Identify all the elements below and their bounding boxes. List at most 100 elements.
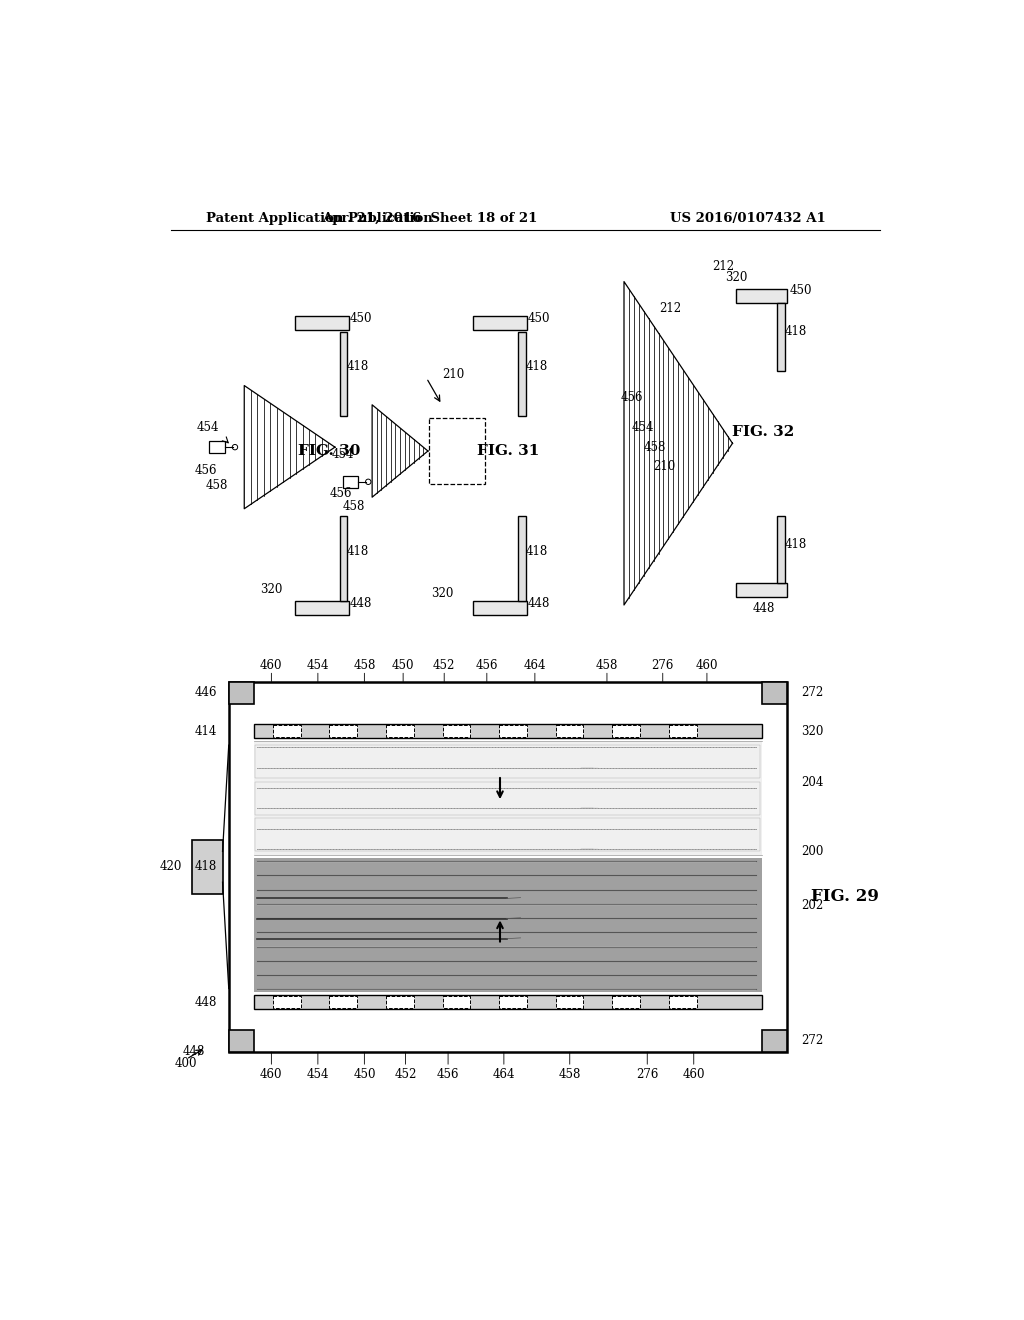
Text: 458: 458 xyxy=(644,441,667,454)
Text: 448: 448 xyxy=(349,597,372,610)
Bar xyxy=(191,840,222,894)
Text: 460: 460 xyxy=(260,1068,283,1081)
Text: 450: 450 xyxy=(392,659,415,672)
Bar xyxy=(762,1030,786,1052)
Bar xyxy=(330,725,357,738)
Bar xyxy=(255,781,761,814)
Text: Patent Application Publication: Patent Application Publication xyxy=(206,213,432,224)
Text: 458: 458 xyxy=(353,659,376,672)
Text: 452: 452 xyxy=(433,659,456,672)
Bar xyxy=(429,418,485,483)
Text: 448: 448 xyxy=(195,995,217,1008)
Bar xyxy=(473,601,527,615)
Bar xyxy=(612,997,640,1008)
Bar xyxy=(556,997,584,1008)
Text: 210: 210 xyxy=(442,367,465,380)
Text: 204: 204 xyxy=(801,776,823,789)
Bar xyxy=(254,742,762,855)
Text: 446: 446 xyxy=(195,686,217,700)
Bar xyxy=(340,331,347,416)
Bar xyxy=(255,818,761,851)
Text: 458: 458 xyxy=(206,479,228,492)
Text: 456: 456 xyxy=(195,463,217,477)
Text: 272: 272 xyxy=(801,1035,823,1047)
Text: 450: 450 xyxy=(353,1068,376,1081)
Bar xyxy=(669,725,696,738)
Bar xyxy=(777,516,785,583)
Text: 464: 464 xyxy=(493,1068,515,1081)
Text: 418: 418 xyxy=(785,539,807,552)
Text: 456: 456 xyxy=(437,1068,460,1081)
Bar xyxy=(273,997,301,1008)
Text: 454: 454 xyxy=(306,659,329,672)
Text: 454: 454 xyxy=(632,421,654,434)
Text: 212: 212 xyxy=(659,302,682,315)
Bar xyxy=(556,725,584,738)
Bar xyxy=(518,331,525,416)
Text: 414: 414 xyxy=(195,725,217,738)
Bar xyxy=(228,682,786,1052)
Text: 448: 448 xyxy=(182,1045,205,1059)
Text: 418: 418 xyxy=(785,325,807,338)
Bar xyxy=(254,995,762,1010)
Text: 202: 202 xyxy=(801,899,823,912)
Text: 418: 418 xyxy=(525,360,548,372)
Bar xyxy=(386,725,414,738)
Bar xyxy=(343,475,358,488)
Text: 456: 456 xyxy=(621,391,643,404)
Bar xyxy=(228,1030,254,1052)
Bar xyxy=(736,289,786,304)
Bar xyxy=(254,725,762,738)
Bar xyxy=(340,516,347,601)
Text: 456: 456 xyxy=(475,659,498,672)
Text: US 2016/0107432 A1: US 2016/0107432 A1 xyxy=(671,213,826,224)
Text: 276: 276 xyxy=(651,659,674,672)
Text: 210: 210 xyxy=(653,459,676,473)
Text: 460: 460 xyxy=(695,659,718,672)
Text: FIG. 30: FIG. 30 xyxy=(298,444,360,458)
Text: 460: 460 xyxy=(260,659,283,672)
Bar xyxy=(762,682,786,704)
Text: 452: 452 xyxy=(394,1068,417,1081)
Text: FIG. 29: FIG. 29 xyxy=(811,888,879,906)
Bar xyxy=(386,997,414,1008)
Bar xyxy=(442,997,470,1008)
Text: 464: 464 xyxy=(523,659,546,672)
Text: 320: 320 xyxy=(725,271,748,284)
Text: 418: 418 xyxy=(195,861,217,874)
Text: 450: 450 xyxy=(527,312,550,325)
Text: 454: 454 xyxy=(306,1068,329,1081)
Bar xyxy=(330,997,357,1008)
Bar xyxy=(442,725,470,738)
Text: 400: 400 xyxy=(175,1056,198,1069)
Text: 272: 272 xyxy=(801,686,823,700)
Text: 212: 212 xyxy=(712,260,734,273)
Text: 458: 458 xyxy=(343,500,366,513)
Text: 276: 276 xyxy=(636,1068,658,1081)
Text: 456: 456 xyxy=(330,487,352,500)
Text: 448: 448 xyxy=(527,597,550,610)
Text: 200: 200 xyxy=(801,845,823,858)
Text: 320: 320 xyxy=(260,583,283,597)
Bar xyxy=(518,516,525,601)
Bar xyxy=(273,725,301,738)
Text: 458: 458 xyxy=(558,1068,581,1081)
Text: 450: 450 xyxy=(349,312,372,325)
Text: 448: 448 xyxy=(753,602,775,615)
Text: 320: 320 xyxy=(801,725,823,738)
Bar xyxy=(254,858,762,993)
Bar xyxy=(228,682,254,704)
Bar xyxy=(499,725,527,738)
Text: Apr. 21, 2016  Sheet 18 of 21: Apr. 21, 2016 Sheet 18 of 21 xyxy=(323,213,538,224)
Text: 450: 450 xyxy=(790,284,812,297)
Bar xyxy=(295,317,349,330)
Text: 320: 320 xyxy=(431,587,453,601)
Text: 458: 458 xyxy=(596,659,618,672)
Bar xyxy=(669,997,696,1008)
Text: FIG. 32: FIG. 32 xyxy=(732,425,795,438)
Text: 418: 418 xyxy=(525,545,548,557)
Text: FIG. 31: FIG. 31 xyxy=(476,444,539,458)
Bar xyxy=(295,601,349,615)
Bar xyxy=(736,583,786,597)
Text: 418: 418 xyxy=(347,545,370,557)
